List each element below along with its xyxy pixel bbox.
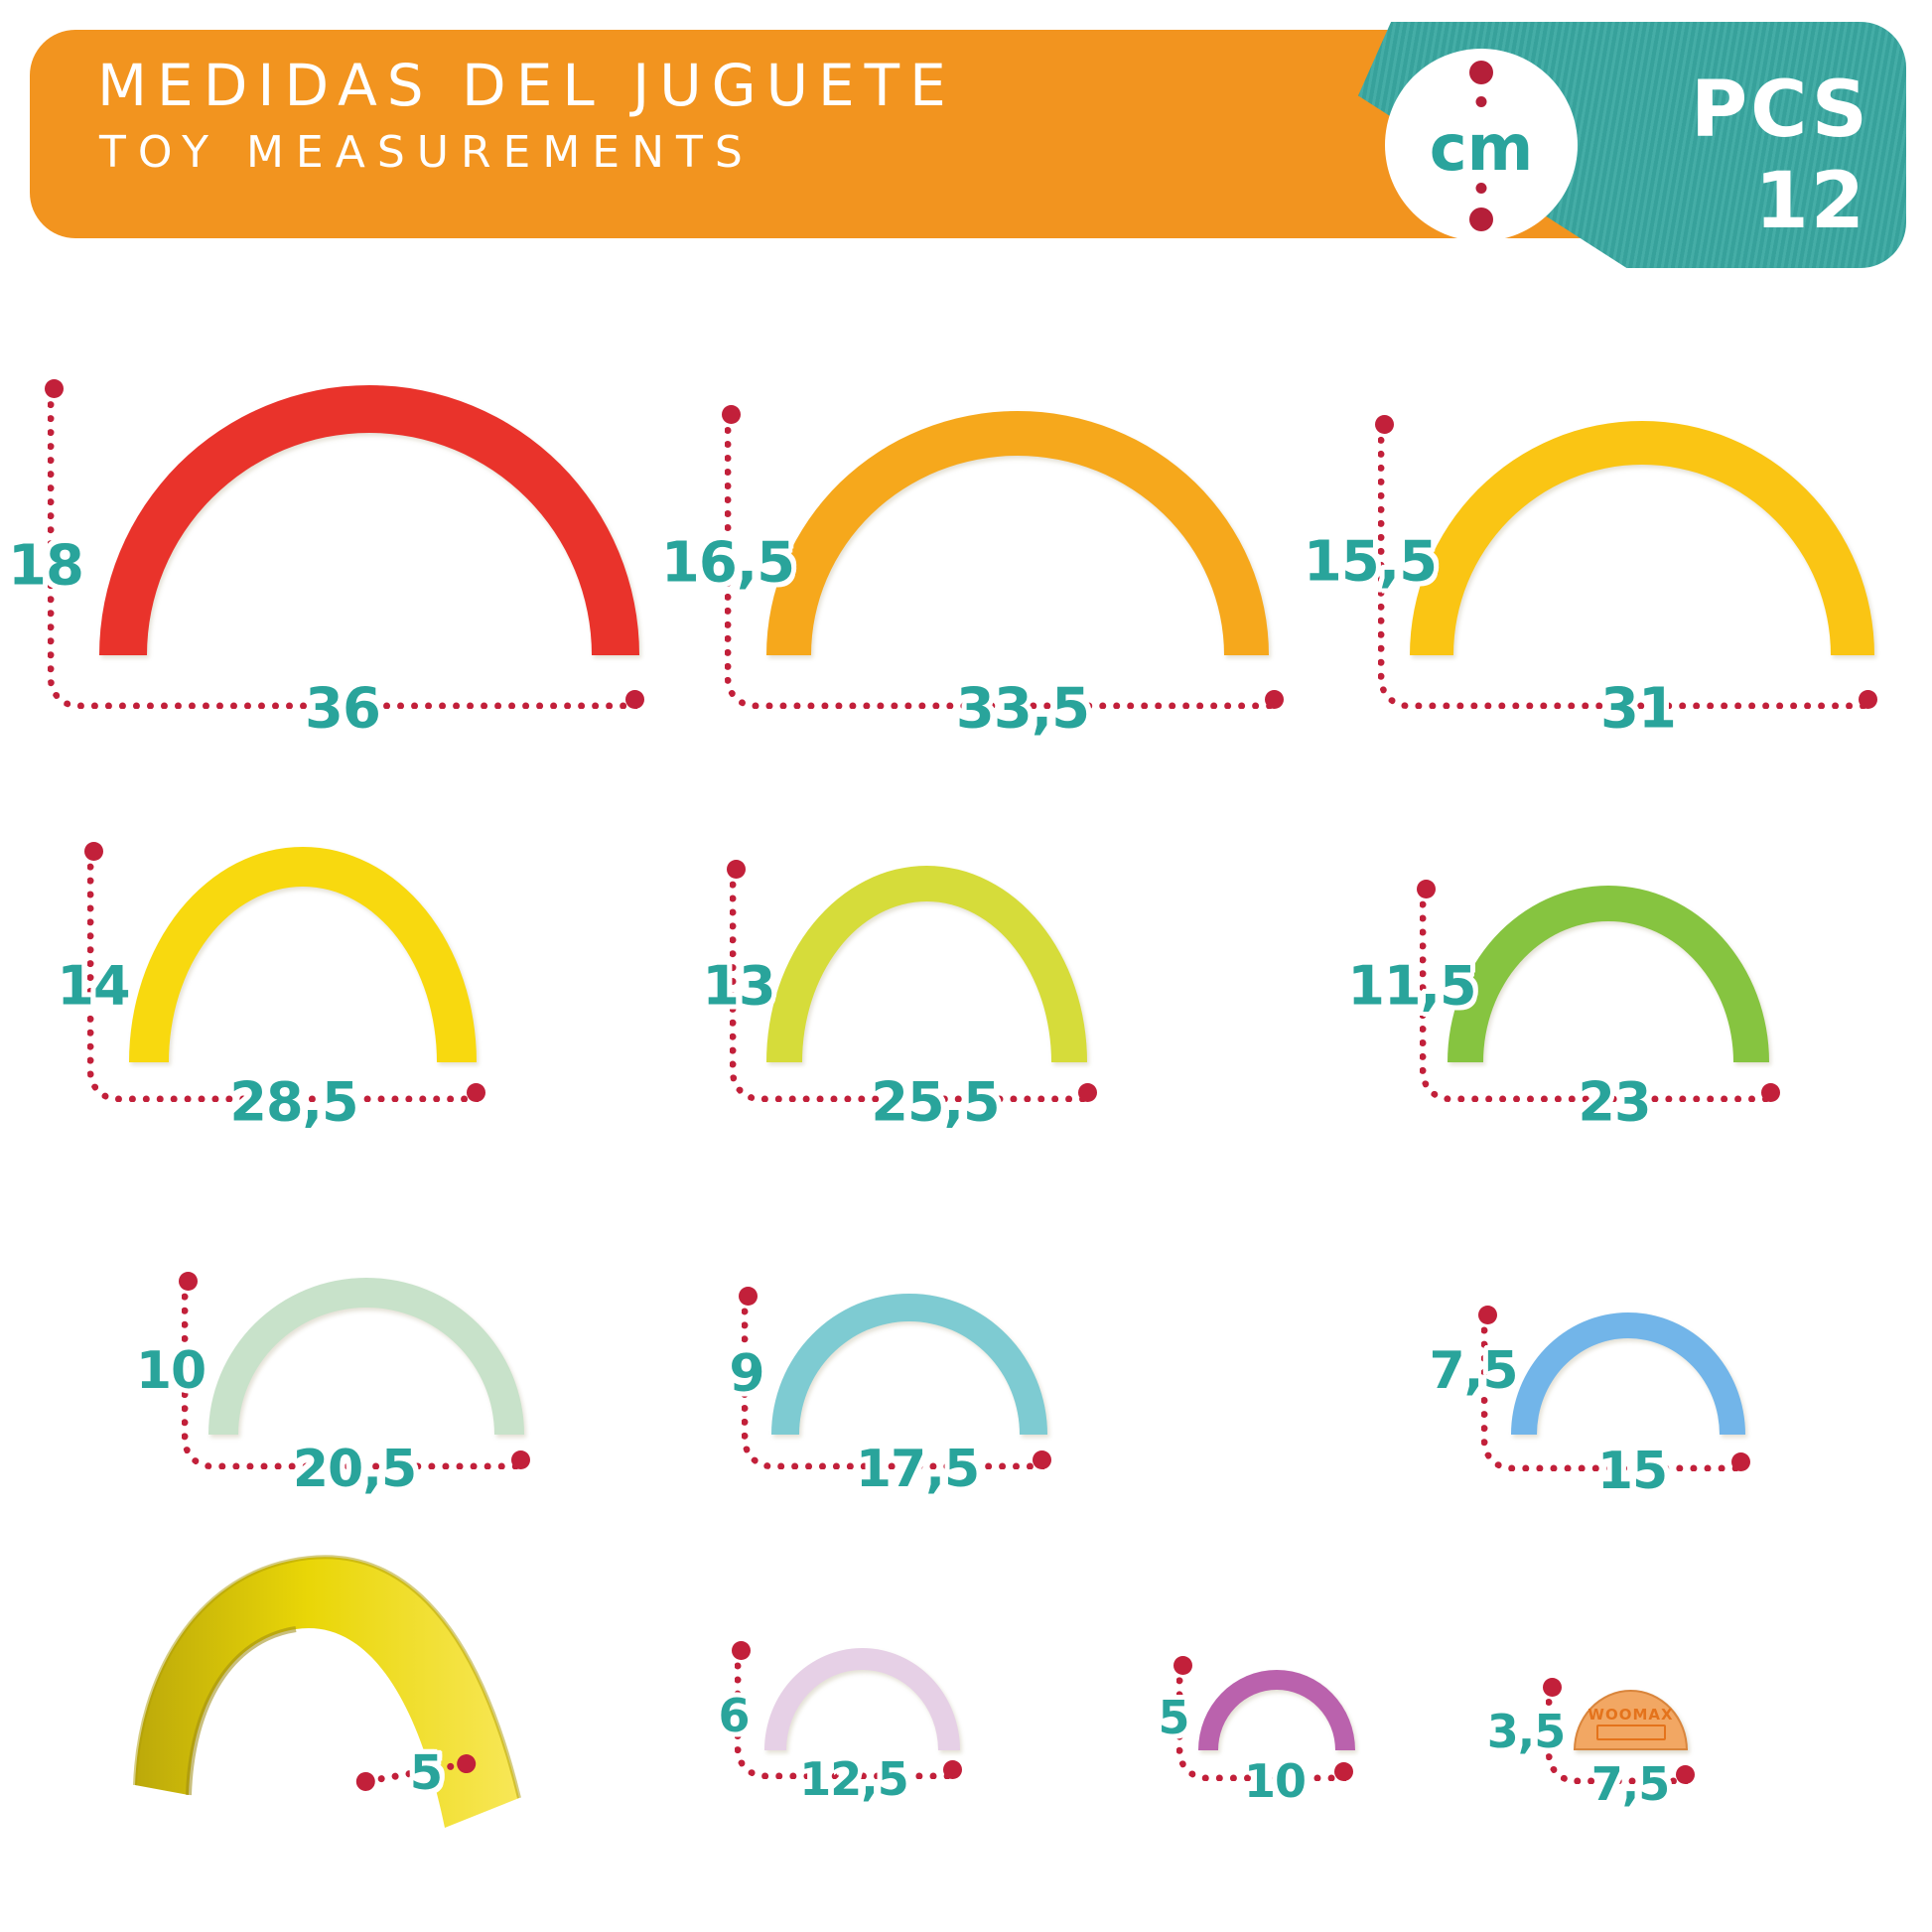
dimension-dot-icon (1478, 1306, 1497, 1324)
dimension-green (1417, 880, 1780, 1102)
dimension-dot-icon (1078, 1083, 1097, 1102)
height-value-lime: 13 (702, 954, 775, 1018)
dimension-lime (727, 860, 1097, 1102)
dimension-red (45, 379, 644, 709)
dimension-dot-icon (1334, 1762, 1353, 1781)
dimension-dot-icon (1761, 1083, 1780, 1102)
height-value-purple: 5 (1158, 1691, 1189, 1744)
dimension-dot-icon (727, 860, 746, 879)
dimension-orange (722, 405, 1284, 709)
height-value-blue: 7,5 (1429, 1341, 1518, 1401)
dimension-mint (179, 1272, 530, 1469)
dimension-dot-icon (625, 690, 644, 709)
height-value-green: 11,5 (1347, 954, 1476, 1018)
pcs-label: PCS (1690, 66, 1870, 155)
width-value-yellow: 28,5 (229, 1070, 358, 1134)
height-value-yellow: 14 (57, 954, 130, 1018)
dimension-dot-icon (1859, 690, 1877, 709)
width-value-lilac: 12,5 (799, 1752, 908, 1806)
height-value-cyan: 9 (729, 1344, 764, 1404)
dimension-dot-icon (1676, 1765, 1695, 1784)
width-value-wood: 7,5 (1590, 1757, 1670, 1811)
height-value-orange: 16,5 (660, 530, 795, 596)
dimension-dot-icon (511, 1450, 530, 1469)
dimension-dot-icon (1265, 690, 1284, 709)
width-value-orange: 33,5 (955, 676, 1090, 742)
width-value-blue: 15 (1596, 1442, 1668, 1501)
width-value-lime: 25,5 (871, 1070, 1000, 1134)
dimension-dot-icon (467, 1083, 485, 1102)
dimension-dot-icon (179, 1272, 198, 1291)
ruler-dot-icon (1475, 183, 1487, 194)
dimension-dot-icon (84, 842, 103, 861)
dimension-dot-icon (722, 405, 741, 424)
page-title: MEDIDAS DEL JUGUETE (97, 52, 956, 119)
brand-logo-box (1595, 1725, 1666, 1740)
ruler-dot-icon (1475, 96, 1487, 107)
width-value-red: 36 (305, 676, 381, 742)
dimension-dot-icon (732, 1641, 751, 1660)
dimension-dot-icon (943, 1760, 962, 1779)
height-value-lilac: 6 (718, 1689, 750, 1742)
width-value-cyan: 17,5 (855, 1440, 980, 1499)
depth-value: 5 (409, 1745, 443, 1801)
dimension-golden (1375, 415, 1877, 709)
height-value-wood: 3,5 (1486, 1705, 1566, 1758)
width-value-golden: 31 (1600, 676, 1677, 742)
dimension-dot-icon (1033, 1450, 1051, 1469)
dimension-dot-icon (1375, 415, 1394, 434)
width-value-mint: 20,5 (292, 1440, 417, 1499)
height-value-golden: 15,5 (1303, 529, 1438, 595)
dimension-dot-icon (1173, 1656, 1192, 1675)
dimension-dot-icon (739, 1287, 758, 1306)
dimension-dot-icon (45, 379, 64, 398)
dimension-lilac (732, 1641, 962, 1779)
height-value-red: 18 (8, 533, 84, 599)
ruler-dot-icon (1469, 61, 1493, 84)
height-value-mint: 10 (135, 1341, 207, 1401)
dimension-dot-icon (1731, 1452, 1750, 1471)
dimension-cyan (739, 1287, 1051, 1469)
dimension-purple (1173, 1656, 1353, 1781)
dimension-wood (1543, 1678, 1695, 1784)
arch-3d-perspective (133, 1555, 521, 1828)
cm-unit-text: cm (1429, 112, 1534, 186)
page-subtitle: TOY MEASUREMENTS (99, 127, 755, 178)
width-value-purple: 10 (1243, 1754, 1307, 1808)
brand-logo: WOOMAX (1587, 1706, 1674, 1724)
dimension-blue (1478, 1306, 1750, 1471)
dimension-dot-icon (1417, 880, 1436, 898)
width-value-green: 23 (1578, 1070, 1651, 1134)
dimension-dot-icon (1543, 1678, 1562, 1697)
dimension-yellow (84, 842, 485, 1102)
cm-unit-badge: cm (1385, 49, 1578, 241)
ruler-dot-icon (1469, 207, 1493, 231)
pcs-count: 12 (1754, 157, 1866, 246)
